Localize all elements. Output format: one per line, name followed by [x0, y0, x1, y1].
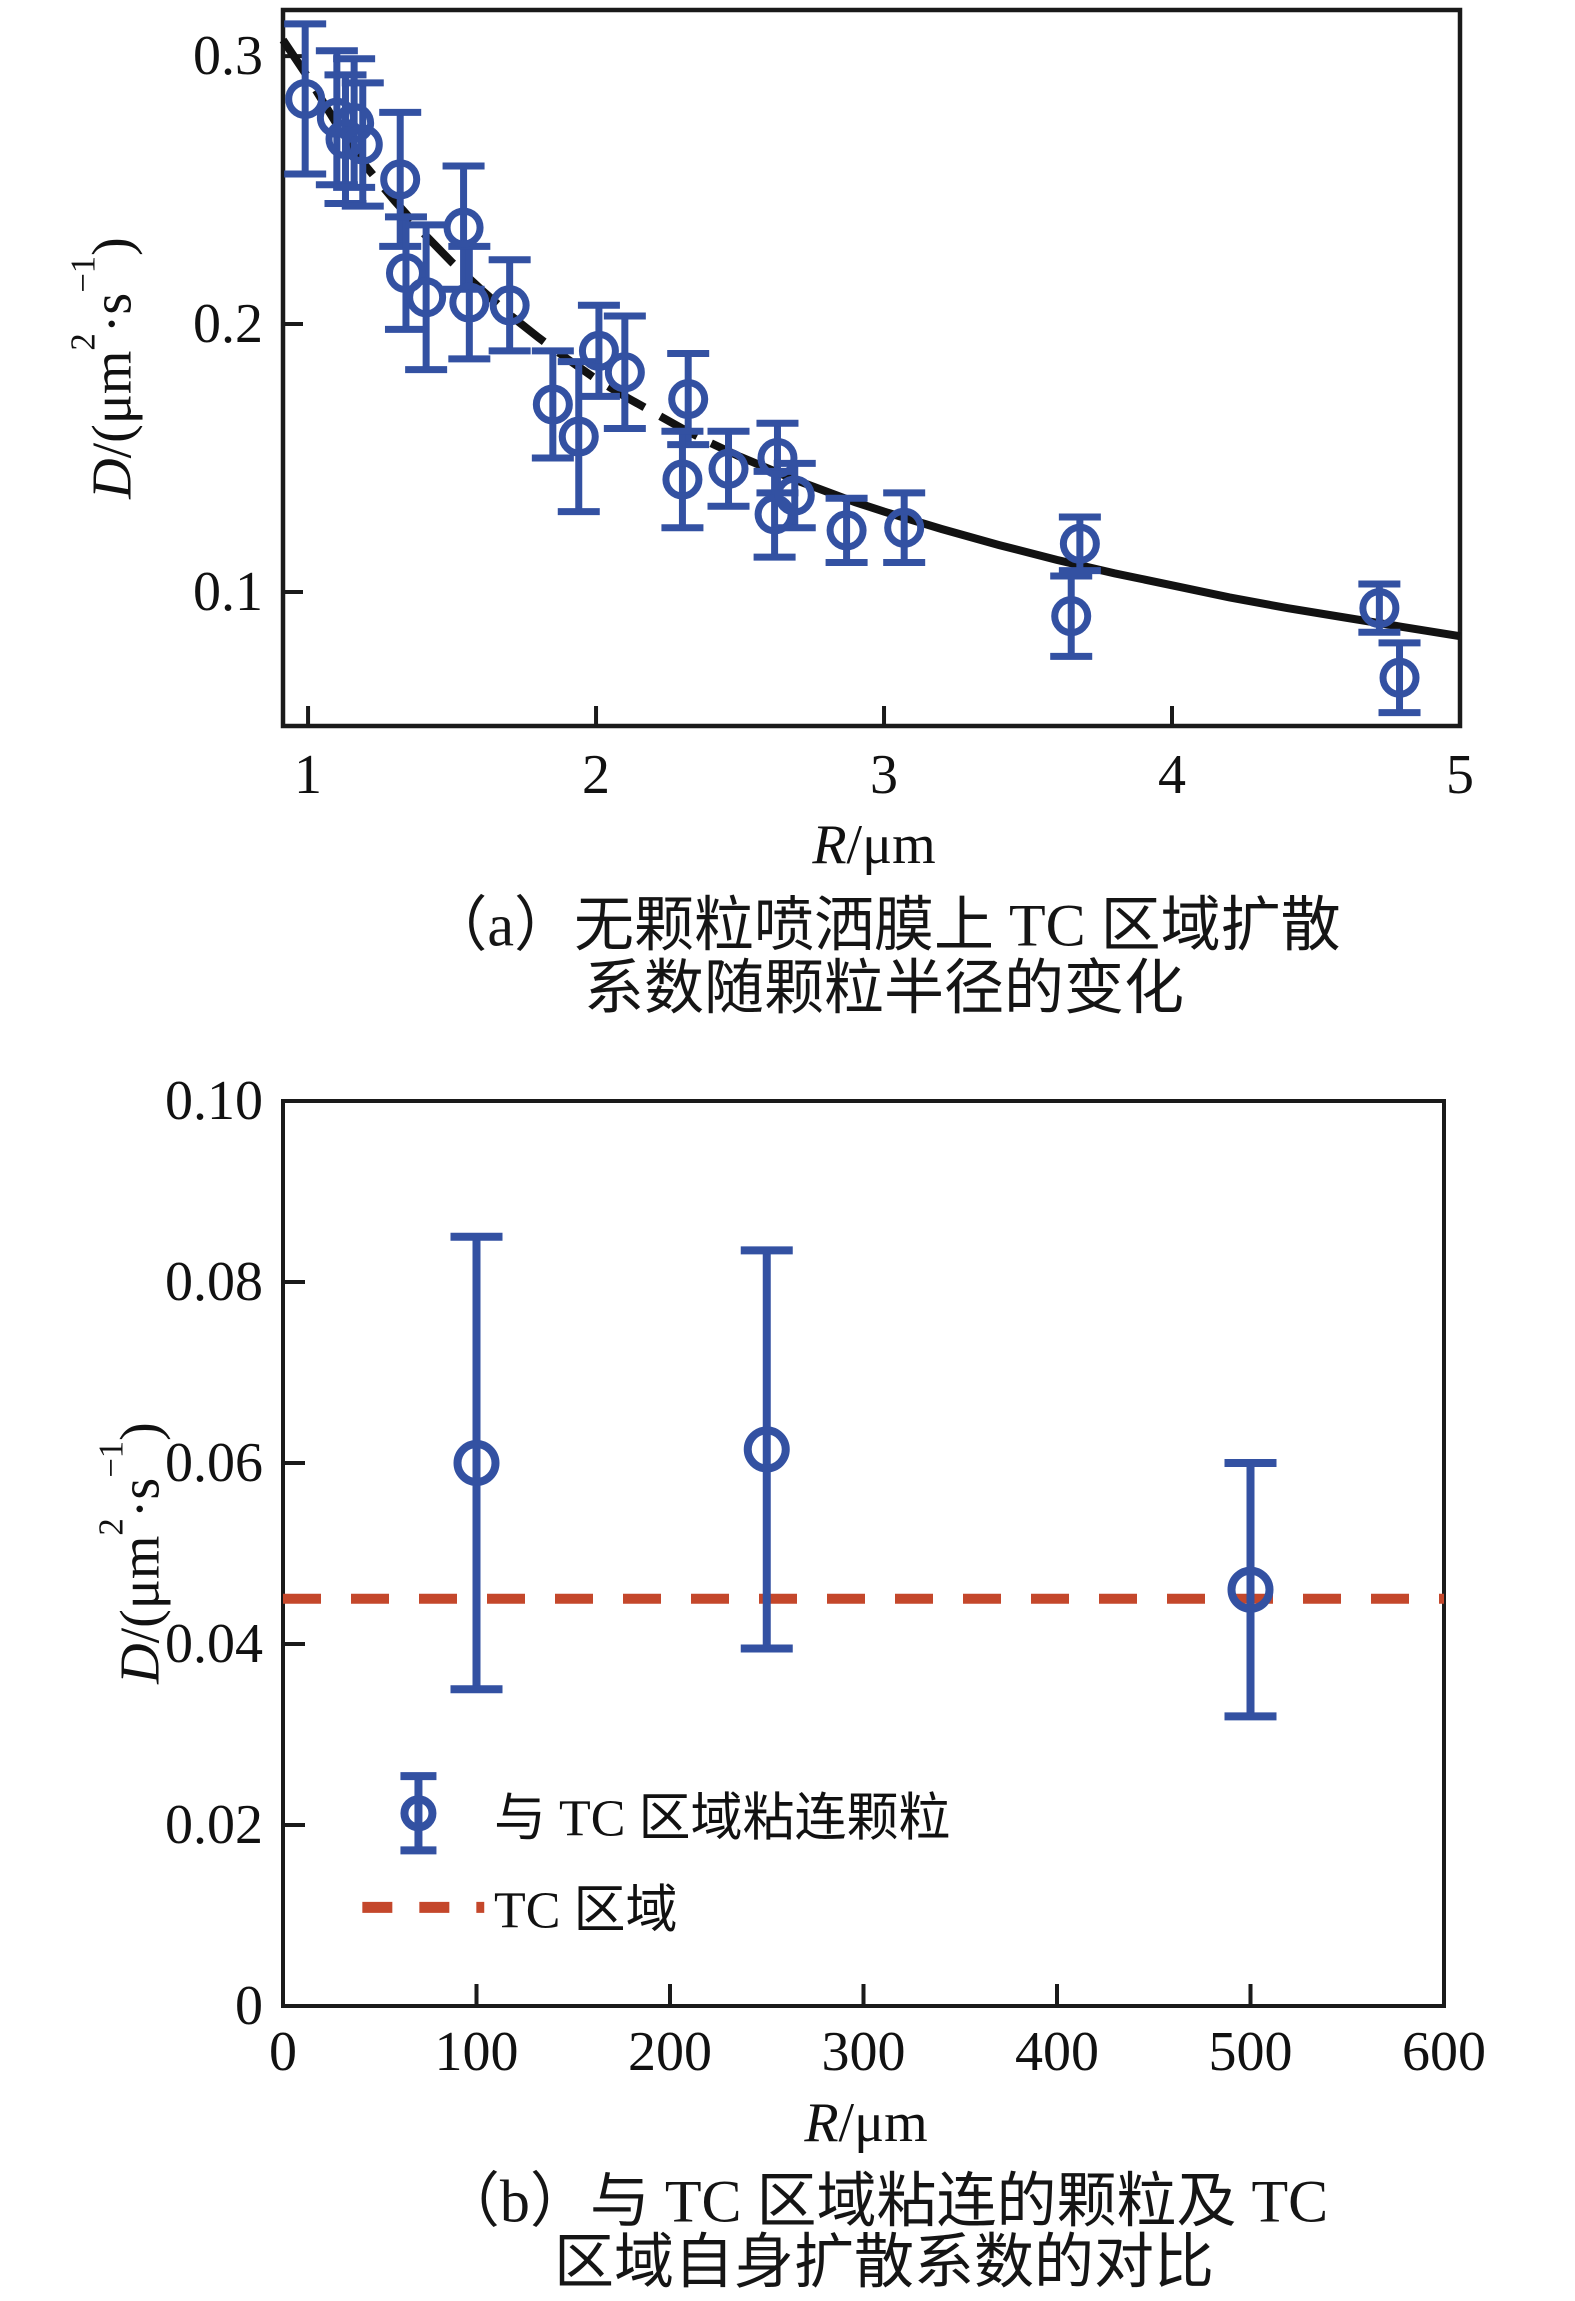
panel-b-data-point-circle — [1227, 1566, 1274, 1613]
panel-a-x-axis-label: R/μm — [812, 814, 936, 876]
panel-a-data-point-circle — [342, 124, 383, 165]
panel-b-x-tick-label: 0 — [269, 2021, 297, 2083]
panel-a-data-point-circle — [774, 475, 815, 516]
legend-data-point-circle — [400, 1795, 437, 1832]
legend-label-tc-region: TC 区域 — [494, 1882, 678, 1940]
panel-b-data-point-circle — [453, 1440, 500, 1486]
panel-a-data-point-circle — [489, 285, 530, 326]
panel-b-y-tick-label: 0.10 — [165, 1070, 263, 1132]
panel-a-caption-line1: （a）无颗粒喷洒膜上 TC 区域扩散 — [427, 892, 1341, 959]
panel-b-y-axis-label: D/(μm2·s−1) — [92, 1422, 172, 1684]
panel-a-data-point-circle — [884, 507, 925, 548]
panel-b-caption-line1: （b）与 TC 区域粘连的颗粒及 TC — [439, 2168, 1329, 2235]
panel-b-x-tick-label: 600 — [1402, 2021, 1486, 2083]
panel-b-x-tick-label: 500 — [1208, 2021, 1293, 2083]
panel-a-y-axis-label: D/(μm2·s−1) — [64, 237, 144, 499]
panel-b-data-point-circle — [743, 1426, 790, 1473]
panel-a-data-point-circle — [380, 159, 421, 200]
panel-a-data-point-circle — [285, 78, 326, 119]
panel-a-data-point-circle — [668, 379, 709, 420]
panel-a-data-point-circle — [757, 438, 798, 479]
panel-a-data-point-circle — [449, 282, 490, 323]
panel-a-data-point-circle — [826, 510, 867, 551]
panel-a-data-point-circle — [1059, 523, 1100, 564]
panel-a-data-point-circle — [558, 416, 599, 457]
panel-a-x-tick-label: 5 — [1446, 744, 1474, 806]
panel-a-plot-frame — [280, 7, 1463, 729]
panel-a-data-point-circle — [708, 448, 749, 489]
panel-a-data-point-circle — [578, 330, 619, 371]
panel-b-y-tick-label: 0.08 — [165, 1251, 263, 1313]
panel-a-y-tick-label: 0.3 — [193, 25, 263, 88]
panel-b-x-axis-label: R/μm — [804, 2092, 928, 2154]
panel-b-y-tick-label: 0.02 — [165, 1794, 263, 1856]
legend-label-adhered-particles: 与 TC 区域粘连颗粒 — [494, 1790, 951, 1848]
panel-b-y-tick-label: 0.06 — [165, 1432, 263, 1494]
panel-b-y-tick-label: 0 — [235, 1975, 263, 2037]
panel-a-data-point-circle — [1359, 588, 1400, 629]
panel-a-data-point-circle — [532, 384, 573, 425]
panel-a-data-point-circle — [334, 103, 375, 144]
panel-a-data-point-circle — [604, 352, 645, 393]
panel-b-caption-line2: 区域自身扩散系数的对比 — [554, 2229, 1214, 2296]
panel-a-data-point-circle — [406, 277, 447, 318]
panel-b-y-tick-label: 0.04 — [165, 1613, 263, 1675]
panel-a-data-point-circle — [1379, 657, 1420, 698]
panel-a-data-point-circle — [316, 97, 357, 138]
panel-b-x-tick-label: 300 — [821, 2021, 906, 2083]
panel-a-x-tick-label: 1 — [294, 744, 323, 806]
panel-a-x-tick-label: 2 — [582, 744, 611, 806]
panel-a-caption-line2: 系数随颗粒半径的变化 — [584, 955, 1184, 1022]
panel-b-x-tick-label: 400 — [1015, 2021, 1099, 2083]
panel-a-data-point-circle — [443, 207, 484, 248]
panel-a-data-point-circle — [1051, 596, 1092, 637]
panel-a-x-tick-label: 4 — [1158, 744, 1186, 806]
panel-b-x-tick-label: 100 — [434, 2021, 519, 2083]
panel-a-data-point-circle — [385, 253, 426, 294]
panel-a-x-tick-label: 3 — [870, 744, 899, 806]
panel-a-y-tick-label: 0.2 — [193, 293, 263, 356]
panel-a-y-tick-label: 0.1 — [193, 561, 263, 624]
panel-b-x-tick-label: 200 — [628, 2021, 712, 2083]
panel-a-data-point-circle — [662, 459, 703, 500]
